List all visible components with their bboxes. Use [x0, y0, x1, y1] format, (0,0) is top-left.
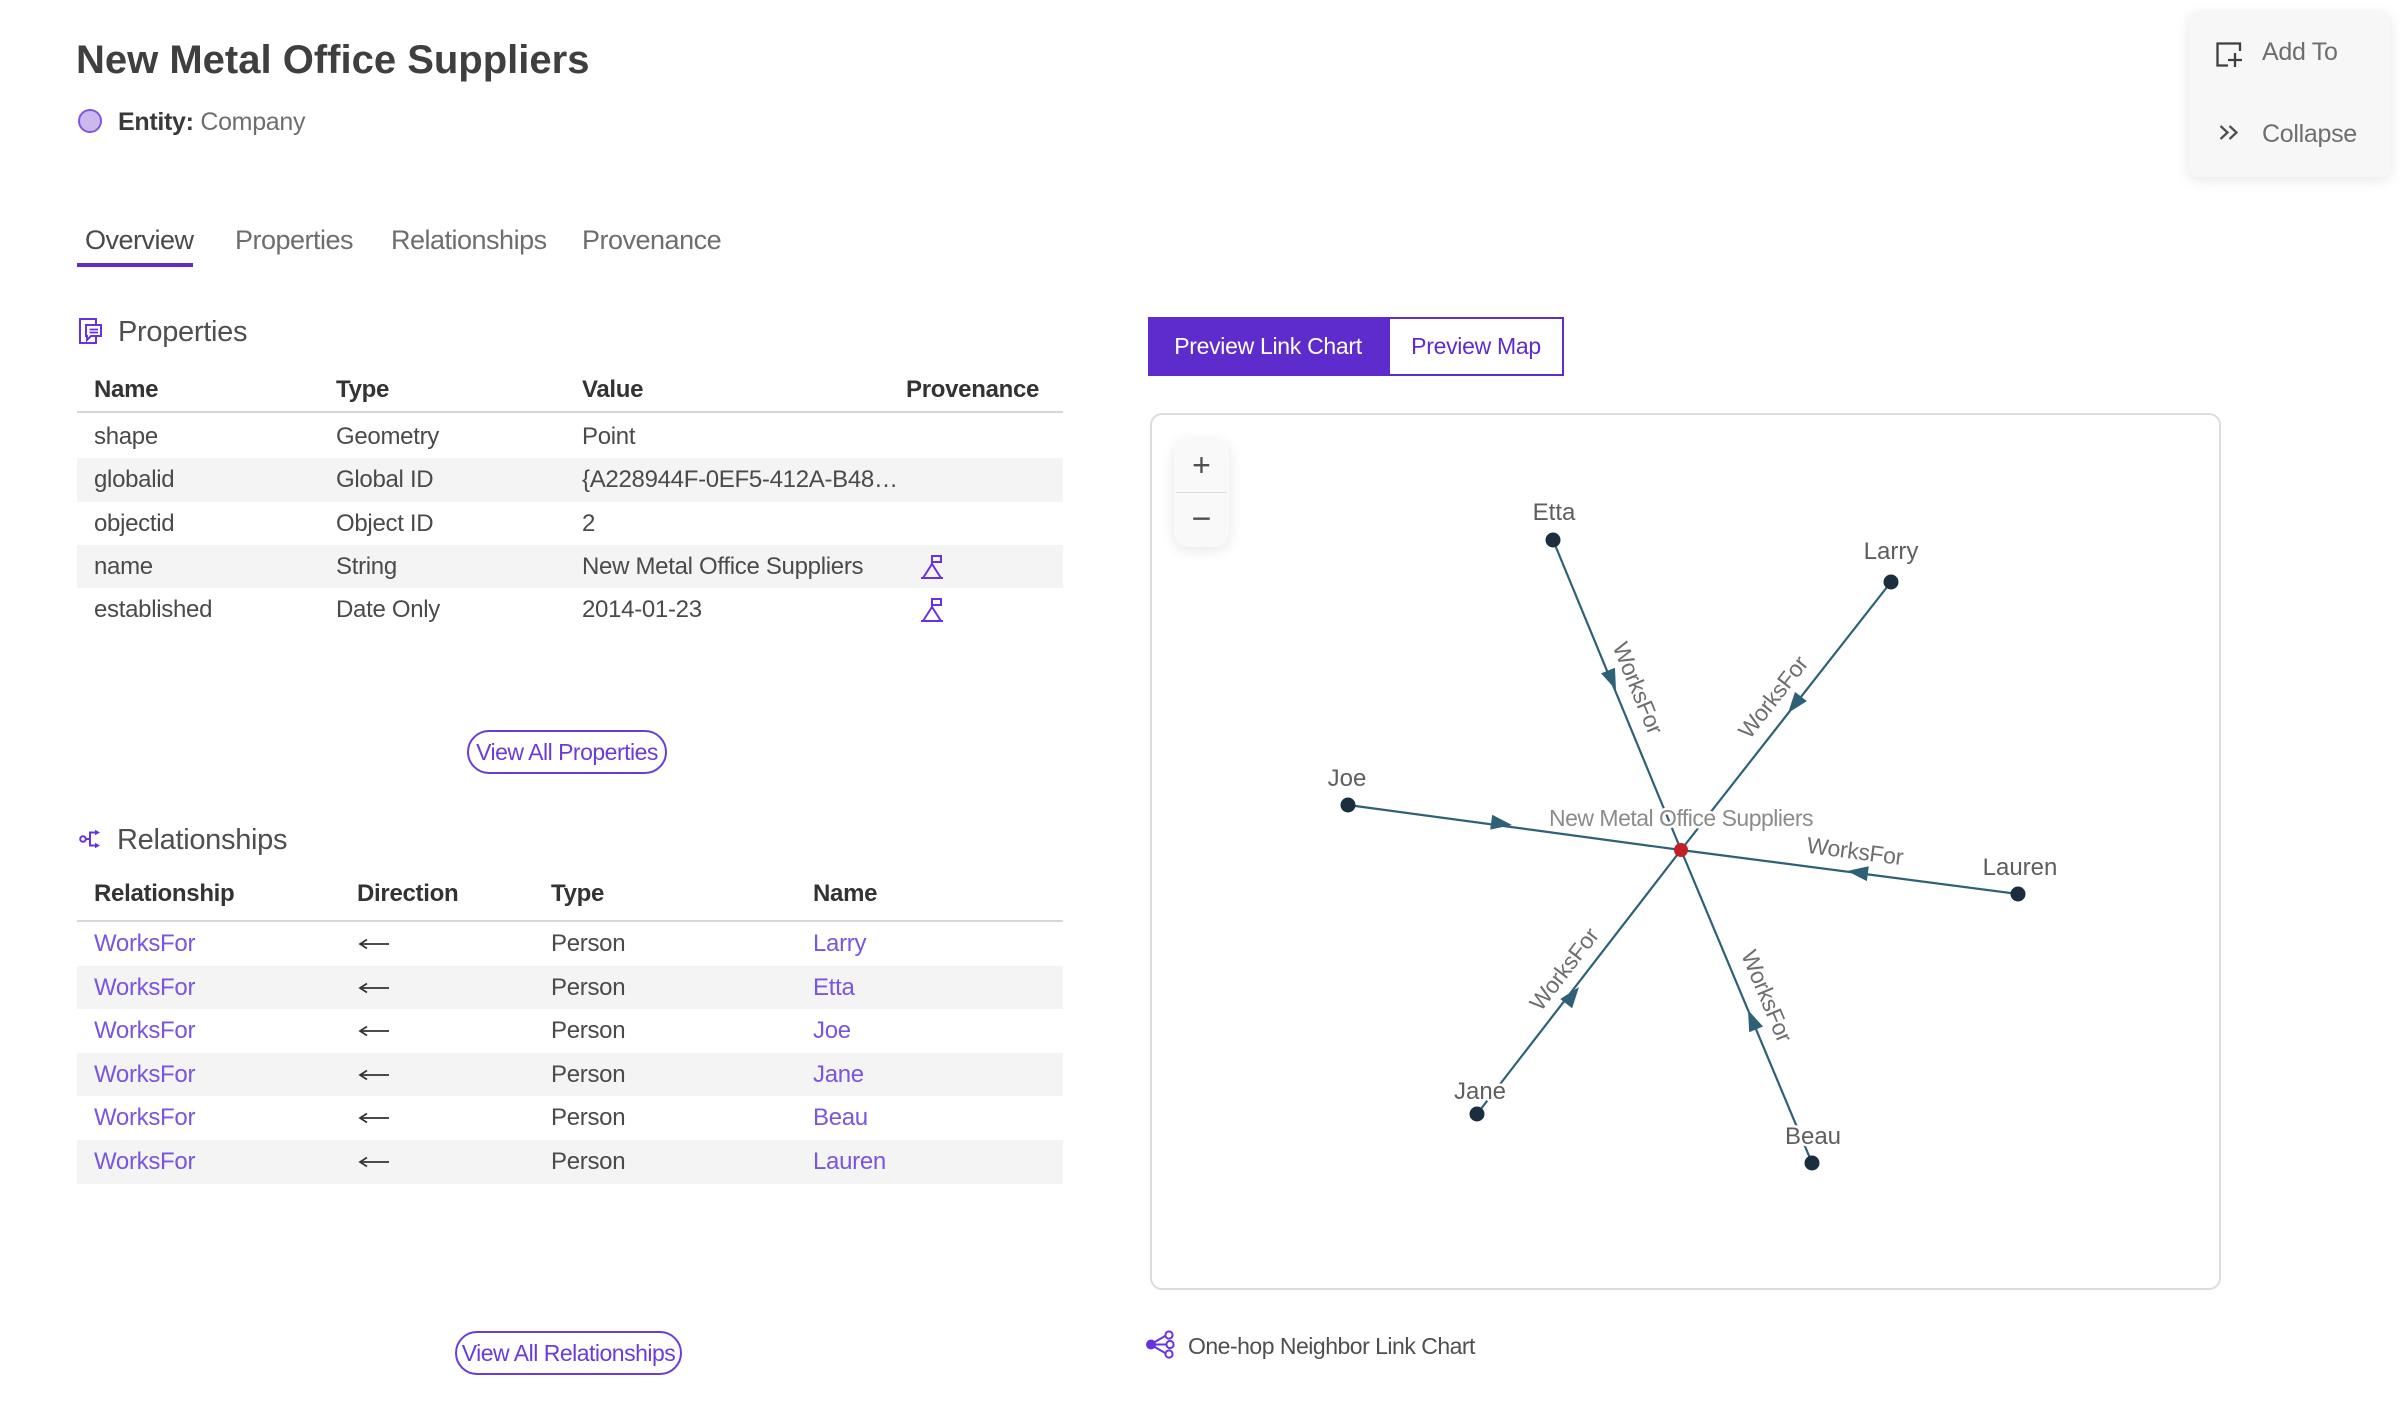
- svg-text:WorksFor: WorksFor: [1736, 946, 1798, 1046]
- svg-text:New Metal Office Suppliers: New Metal Office Suppliers: [1549, 805, 1813, 831]
- svg-text:Joe: Joe: [1328, 765, 1367, 792]
- svg-text:WorksFor: WorksFor: [1608, 638, 1669, 738]
- svg-text:Larry: Larry: [1864, 538, 1919, 565]
- svg-text:Jane: Jane: [1454, 1078, 1506, 1105]
- svg-text:WorksFor: WorksFor: [1805, 832, 1905, 870]
- svg-text:Beau: Beau: [1785, 1123, 1841, 1150]
- svg-text:Lauren: Lauren: [1983, 854, 2058, 881]
- svg-text:Etta: Etta: [1533, 499, 1576, 526]
